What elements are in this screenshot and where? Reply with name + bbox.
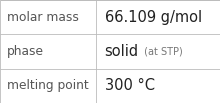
Text: 66.109 g/mol: 66.109 g/mol: [104, 10, 202, 25]
Text: solid: solid: [104, 44, 139, 59]
Text: molar mass: molar mass: [7, 11, 79, 24]
Text: (at STP): (at STP): [141, 46, 183, 57]
Text: 300 °C: 300 °C: [104, 78, 154, 93]
Text: melting point: melting point: [7, 79, 88, 92]
Text: phase: phase: [7, 45, 44, 58]
